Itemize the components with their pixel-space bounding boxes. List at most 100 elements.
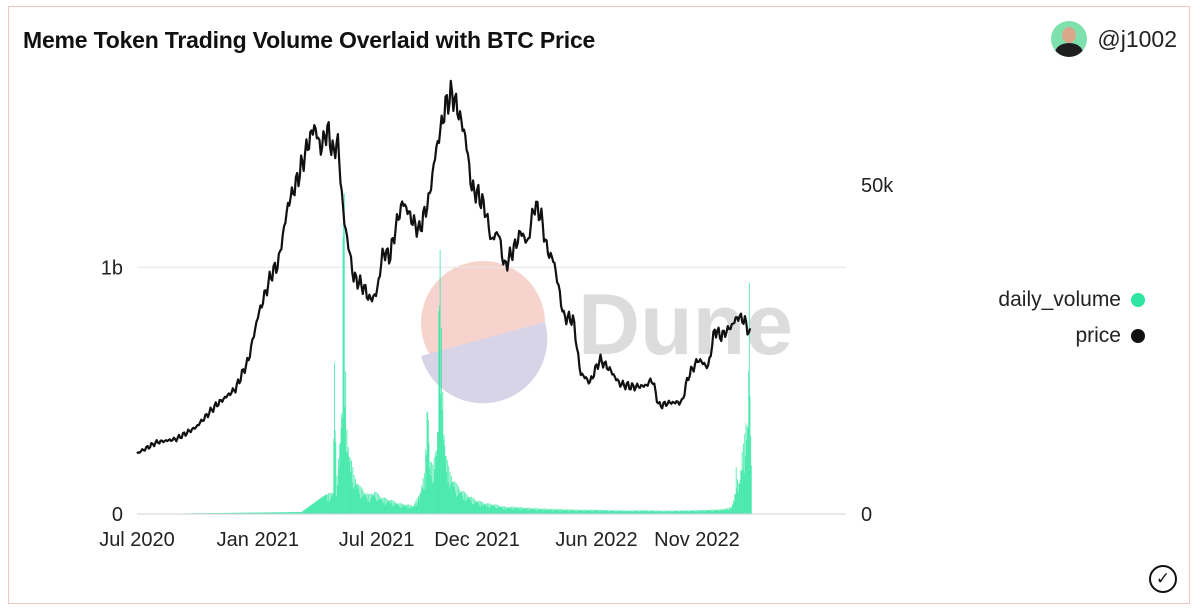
volume-bar [551, 508, 553, 514]
volume-bar [695, 510, 697, 514]
volume-bar [571, 510, 573, 514]
volume-bar [517, 508, 519, 514]
volume-bar [620, 510, 622, 514]
volume-bar [580, 510, 582, 514]
volume-bar [612, 510, 614, 514]
volume-bar [377, 500, 379, 514]
volume-bar [408, 508, 410, 514]
volume-bar [368, 494, 370, 514]
volume-bar [536, 508, 538, 514]
volume-bar [653, 511, 655, 514]
volume-bar [402, 506, 404, 514]
volume-bar [312, 503, 314, 514]
volume-bar [440, 394, 442, 514]
price-line-layer [136, 79, 752, 455]
volume-bar [266, 512, 268, 514]
volume-bar [238, 512, 240, 514]
volume-bar [237, 512, 239, 514]
volume-bar [619, 510, 621, 514]
volume-bar [392, 500, 394, 514]
volume-bar [566, 510, 568, 514]
volume-bar [697, 511, 699, 514]
legend-item-daily-volume[interactable]: daily_volume [998, 282, 1145, 318]
volume-bar [456, 496, 458, 514]
volume-bar [673, 511, 675, 514]
volume-bar [297, 512, 299, 514]
volume-bar [333, 362, 335, 514]
volume-bar [249, 512, 251, 514]
volume-bar [711, 509, 713, 514]
volume-bar [442, 439, 444, 514]
volume-bar [492, 504, 494, 514]
author-handle[interactable]: @j1002 [1097, 25, 1177, 52]
legend-item-price[interactable]: price [998, 318, 1145, 354]
volume-bar [593, 509, 595, 514]
volume-bar [261, 512, 263, 514]
volume-bar [662, 510, 664, 514]
volume-bar [496, 508, 498, 514]
volume-bar [314, 502, 316, 514]
volume-bar [221, 512, 223, 514]
volume-bar [529, 507, 531, 514]
volume-bar [589, 509, 591, 514]
volume-bar [592, 509, 594, 514]
volume-bar [473, 498, 475, 514]
volume-bar [375, 491, 377, 514]
volume-bar [493, 506, 495, 514]
volume-bar [317, 500, 319, 514]
volume-bar [580, 510, 582, 514]
volume-bar [281, 512, 283, 514]
volume-bar [423, 488, 425, 514]
volume-bar [445, 456, 447, 514]
volume-bar [412, 506, 414, 514]
volume-bar [729, 509, 731, 514]
volume-bar [628, 510, 630, 514]
volume-bar [229, 512, 231, 514]
volume-bar [373, 492, 375, 514]
volume-bar [446, 460, 448, 514]
volume-bar [480, 506, 482, 514]
volume-bar [448, 487, 450, 514]
volume-bar [505, 508, 507, 514]
volume-bar [308, 506, 310, 514]
volume-bar [301, 512, 303, 514]
check-circle-icon[interactable]: ✓ [1149, 565, 1177, 593]
volume-bar [318, 499, 320, 514]
volume-bar [584, 511, 586, 514]
volume-bar [239, 512, 241, 514]
volume-bar [599, 509, 601, 514]
volume-bar [698, 510, 700, 514]
volume-bar [353, 474, 355, 514]
volume-bar [731, 505, 733, 514]
volume-bar [738, 483, 740, 514]
volume-bar [299, 512, 301, 514]
volume-bar [706, 510, 708, 514]
volume-bar [676, 511, 678, 514]
volume-bar [739, 479, 741, 514]
volume-bar [257, 512, 259, 514]
volume-bar [498, 505, 500, 514]
volume-bar [246, 512, 248, 514]
volume-bar [597, 510, 599, 514]
volume-bar [381, 500, 383, 514]
volume-bar [691, 510, 693, 514]
volume-bar [700, 510, 702, 514]
volume-bar [638, 510, 640, 514]
author-badge[interactable]: @j1002 [1051, 21, 1177, 57]
volume-bar [618, 510, 620, 514]
volume-bar [415, 500, 417, 514]
volume-bar [384, 504, 386, 514]
volume-bar [255, 512, 257, 514]
volume-bar [431, 483, 433, 514]
volume-bar [681, 511, 683, 514]
volume-bar [231, 512, 233, 514]
volume-bar [323, 495, 325, 514]
volume-bar [255, 512, 257, 514]
volume-bar [557, 509, 559, 514]
volume-bar [554, 510, 556, 514]
volume-bar [526, 509, 528, 514]
volume-bar [240, 512, 242, 514]
volume-bar [687, 510, 689, 514]
volume-bar [585, 509, 587, 514]
volume-bar [677, 510, 679, 514]
